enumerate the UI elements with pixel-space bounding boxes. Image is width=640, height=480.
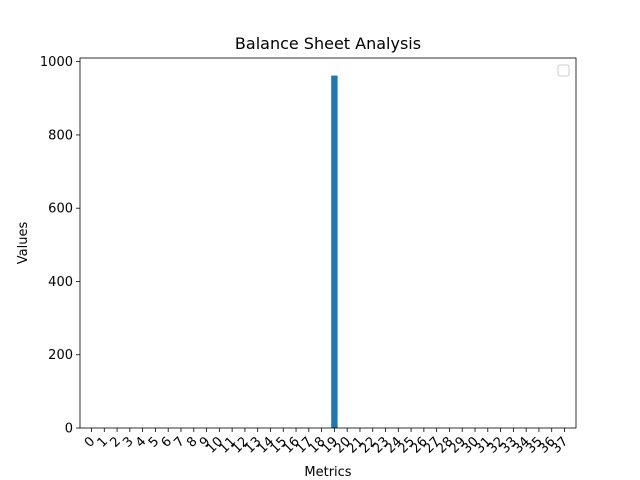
y-tick-label: 800 bbox=[48, 128, 73, 143]
y-tick-label: 600 bbox=[48, 202, 73, 217]
legend bbox=[557, 64, 570, 77]
axes-spines bbox=[79, 57, 577, 429]
y-axis-ticks: 0 200 400 600 800 1000 bbox=[40, 55, 80, 437]
y-tick-label: 200 bbox=[48, 348, 73, 363]
x-axis-label: Metrics bbox=[304, 465, 351, 480]
y-axis-label: Values bbox=[16, 222, 31, 265]
bar-19 bbox=[331, 75, 338, 428]
y-tick-label: 400 bbox=[48, 275, 73, 290]
plot-border bbox=[79, 57, 577, 429]
legend-box bbox=[557, 64, 570, 77]
plot-background bbox=[80, 58, 576, 428]
y-tick-label: 0 bbox=[65, 422, 73, 437]
y-tick-label: 1000 bbox=[40, 55, 73, 70]
x-axis-ticks: 0123456789101112131415161718192021222324… bbox=[82, 428, 571, 457]
bars bbox=[331, 75, 338, 428]
plot-area bbox=[80, 58, 576, 428]
chart-title: Balance Sheet Analysis bbox=[235, 34, 421, 53]
